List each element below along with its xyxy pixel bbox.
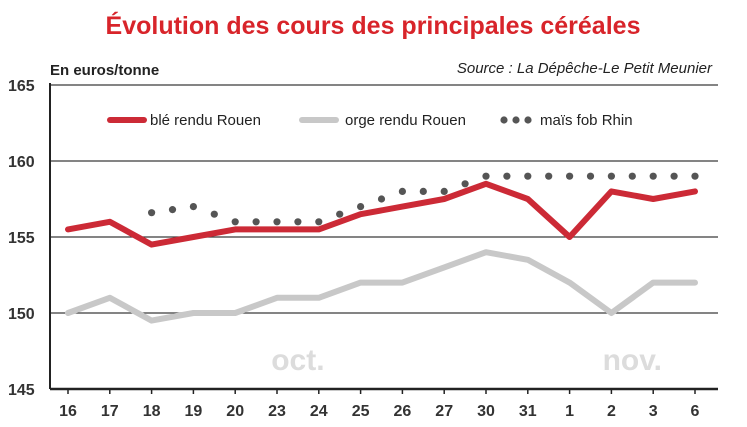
month-label: nov. (603, 344, 662, 377)
month-label: oct. (271, 344, 324, 377)
data-point-connector (545, 172, 553, 180)
data-point (231, 218, 239, 226)
legend: blé rendu Rouen orge rendu Rouen maïs fob … (107, 112, 633, 129)
x-tick-label: 27 (435, 403, 453, 420)
series-layer (65, 172, 699, 324)
data-point (524, 172, 532, 180)
data-point (357, 203, 365, 211)
data-point-connector (168, 206, 177, 214)
x-tick-label: 20 (226, 403, 244, 420)
data-point (649, 172, 657, 180)
series-orge-rendu-rouen (65, 249, 698, 324)
data-point-connector (461, 180, 469, 188)
y-tick-label: 145 (8, 382, 35, 399)
legend-label: orge rendu Rouen (345, 112, 466, 129)
data-point-connector (377, 195, 386, 203)
y-axis-unit-label: En euros/tonne (50, 62, 159, 79)
x-tick-label: 19 (185, 403, 203, 420)
data-point (148, 209, 156, 217)
x-tick-labels: 16 17 18 19 20 23 24 25 26 27 30 31 1 2 3 6 (59, 389, 700, 420)
data-point-connector (252, 218, 260, 226)
series-line (65, 249, 698, 324)
month-labels: oct. nov. (271, 344, 662, 377)
x-tick-label: 24 (310, 403, 328, 420)
data-point-connector (628, 172, 636, 180)
x-tick-label: 16 (59, 403, 77, 420)
data-point (189, 203, 197, 211)
y-tick-label: 165 (8, 78, 35, 95)
data-point-connector (210, 210, 218, 218)
x-tick-label: 6 (691, 403, 700, 420)
source-label: Source : La Dépêche-Le Petit Meunier (457, 60, 713, 77)
data-point-connector (503, 172, 511, 180)
x-tick-label: 17 (101, 403, 119, 420)
x-tick-label: 1 (565, 403, 574, 420)
y-tick-labels: 165 160 155 150 145 (8, 78, 35, 399)
data-point-connector (419, 187, 427, 195)
data-point (273, 218, 281, 226)
data-point-connector (670, 172, 678, 180)
series-blé-rendu-rouen (65, 180, 698, 248)
axes (49, 83, 718, 391)
data-point (566, 172, 574, 180)
data-point-connector (294, 218, 302, 226)
legend-item: orge rendu Rouen (299, 112, 466, 129)
x-tick-label: 18 (143, 403, 161, 420)
x-tick-label: 30 (477, 403, 495, 420)
x-tick-label: 31 (519, 403, 537, 420)
legend-label: maïs fob Rhin (540, 112, 633, 129)
legend-swatch (512, 116, 520, 124)
data-point (607, 172, 616, 180)
legend-swatch (500, 116, 508, 124)
data-point-connector (586, 172, 595, 180)
data-point (482, 172, 490, 180)
series-line (65, 180, 698, 248)
data-point (315, 218, 323, 226)
data-point (440, 187, 448, 195)
data-point (691, 172, 699, 180)
x-tick-label: 25 (352, 403, 370, 420)
chart-title: Évolution des cours des principales céré… (106, 11, 641, 40)
x-tick-label: 2 (607, 403, 616, 420)
legend-swatch (524, 116, 532, 124)
x-tick-label: 23 (268, 403, 286, 420)
y-tick-label: 160 (8, 154, 35, 171)
legend-label: blé rendu Rouen (150, 112, 261, 129)
x-tick-label: 3 (649, 403, 658, 420)
y-tick-label: 150 (8, 306, 35, 323)
data-point (398, 187, 406, 195)
y-tick-label: 155 (8, 230, 35, 247)
x-tick-label: 26 (394, 403, 412, 420)
data-point-connector (336, 210, 344, 218)
legend-item: maïs fob Rhin (500, 112, 633, 129)
series-maïs-fob-rhin (148, 172, 699, 226)
legend-item: blé rendu Rouen (107, 112, 261, 129)
